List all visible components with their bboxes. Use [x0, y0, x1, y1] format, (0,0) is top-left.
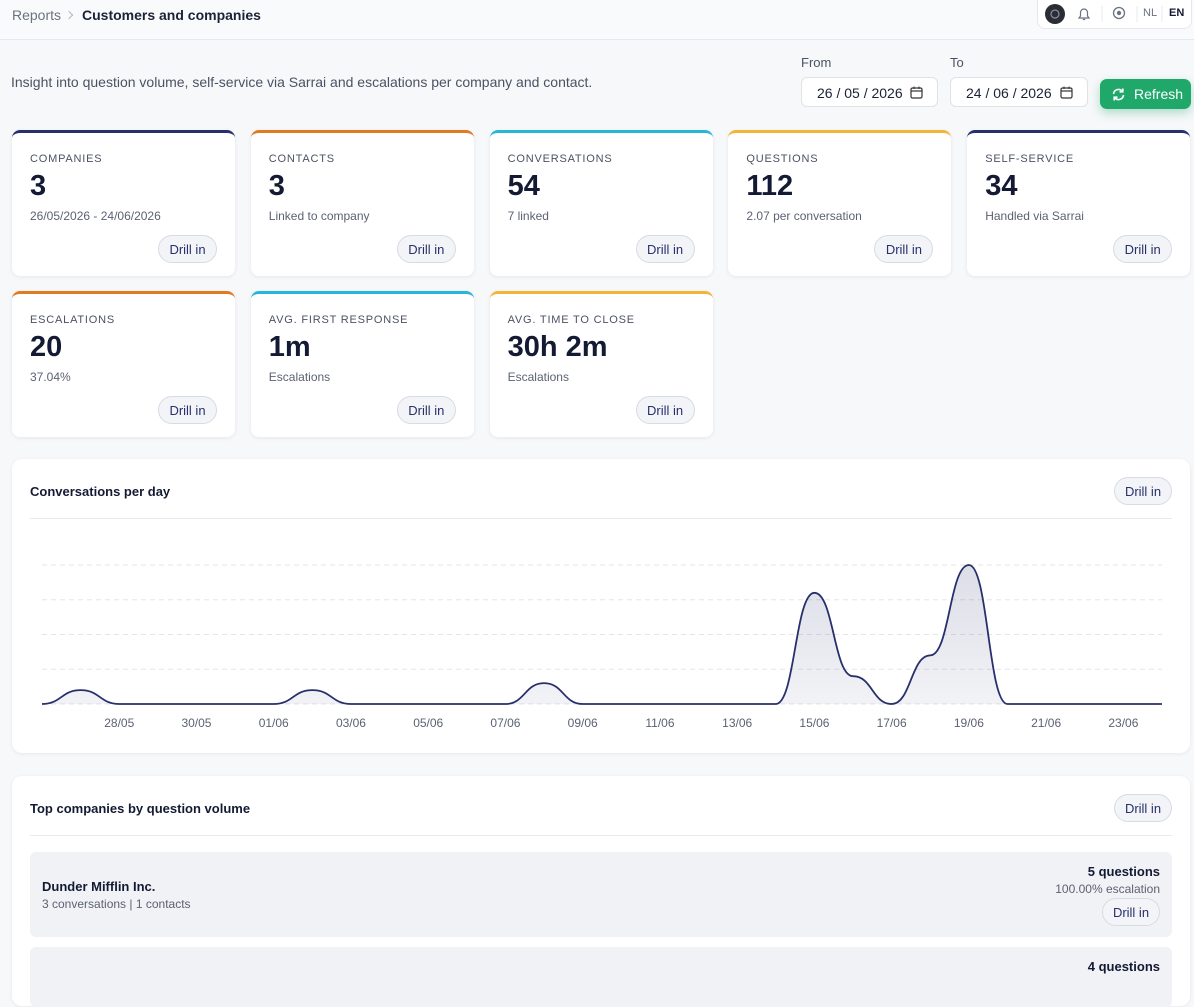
kpi-label: ESCALATIONS	[30, 314, 116, 326]
chart: 28/05 30/05 01/06 03/06 05/06 07/06 09/06 11/06…	[41, 564, 1162, 730]
bell-icon[interactable]	[1077, 8, 1091, 21]
x-tick-label: 30/05	[181, 716, 211, 730]
kpi-label: AVG. TIME TO CLOSE	[507, 314, 635, 326]
kpi-card: AVG. TIME TO CLOSE 30h 2m Escalations Drill…	[489, 291, 713, 437]
from-date-value: 26 / 05 / 2026	[817, 85, 903, 101]
toolbar-icons	[1045, 4, 1163, 24]
x-tick-label: 19/06	[954, 716, 984, 730]
x-tick-label: 09/06	[568, 716, 598, 730]
kpi-subtext: 26/05/2026 - 24/06/2026	[30, 209, 161, 223]
breadcrumb-link[interactable]: Reports	[12, 7, 62, 23]
x-tick-label: 21/06	[1031, 716, 1061, 730]
drill-in-button[interactable]: Drill in	[1114, 477, 1172, 505]
language-option[interactable]: NL	[1143, 7, 1158, 19]
kpi-card: COMPANIES 3 26/05/2026 - 24/06/2026 Drill i…	[12, 130, 235, 276]
x-tick-label: 17/06	[877, 716, 907, 730]
kpi-subtext: 7 linked	[507, 209, 549, 223]
kpi-value: 54	[507, 170, 540, 202]
calendar-icon	[910, 86, 923, 99]
divider	[30, 518, 1172, 519]
refresh-label: Refresh	[1134, 86, 1184, 102]
avatar-glyph	[1050, 9, 1060, 19]
x-tick-label: 15/06	[799, 716, 829, 730]
to-date-input[interactable]: 24 / 06 / 2026	[950, 77, 1088, 107]
line	[41, 564, 1162, 705]
help-icon-core	[1116, 10, 1122, 16]
company-questions: 4 questions	[1087, 959, 1160, 974]
kpi-card: QUESTIONS 112 2.07 per conversation Drill i…	[728, 130, 952, 276]
x-tick-label: 01/06	[259, 716, 289, 730]
kpi-value: 112	[746, 170, 794, 202]
kpi-subtext: 37.04%	[30, 370, 71, 384]
drill-in-button[interactable]: Drill in	[1102, 898, 1160, 926]
x-tick-label: 23/06	[1108, 716, 1138, 730]
to-date-value: 24 / 06 / 2026	[966, 85, 1052, 101]
kpi-card: ESCALATIONS 20 37.04% Drill in	[12, 291, 235, 437]
kpi-subtext: 2.07 per conversation	[746, 209, 862, 223]
drill-in-button[interactable]: Drill in	[396, 396, 456, 424]
x-tick-label: 07/06	[490, 716, 520, 730]
to-label: To	[950, 55, 964, 70]
help-icon[interactable]	[1112, 6, 1126, 20]
drill-in-button[interactable]: Drill in	[1113, 235, 1173, 263]
drill-in-button[interactable]: Drill in	[396, 235, 456, 263]
x-tick-label: 28/05	[104, 716, 134, 730]
kpi-value: 1m	[268, 331, 311, 363]
calendar-icon	[1060, 86, 1073, 99]
x-tick-label: 05/06	[413, 716, 443, 730]
avatar[interactable]	[1045, 4, 1065, 24]
drill-in-button[interactable]: Drill in	[635, 396, 695, 424]
from-label: From	[801, 55, 832, 70]
kpi-label: QUESTIONS	[746, 153, 819, 165]
drill-in-button[interactable]: Drill in	[158, 396, 217, 424]
kpi-label: COMPANIES	[30, 153, 103, 165]
company-escalation: 100.00% escalation	[1055, 882, 1160, 896]
top-bar	[0, 0, 1194, 40]
kpi-card: CONTACTS 3 Linked to company Drill in	[250, 130, 474, 276]
x-tick-label: 11/06	[645, 716, 674, 730]
drill-in-button[interactable]: Drill in	[1114, 794, 1172, 822]
kpi-label: CONVERSATIONS	[507, 153, 613, 165]
kpi-label: CONTACTS	[268, 153, 335, 165]
kpi-label: AVG. FIRST RESPONSE	[268, 314, 409, 326]
chart-title: Conversations per day	[30, 484, 171, 499]
refresh-icon	[1112, 88, 1125, 101]
kpi-subtext: Escalations	[268, 370, 331, 384]
kpi-value: 3	[268, 170, 285, 202]
toolbar: NL EN	[1037, 0, 1192, 29]
kpi-subtext: Escalations	[507, 370, 569, 384]
kpi-subtext: Linked to company	[268, 209, 370, 223]
drill-in-button[interactable]: Drill in	[635, 235, 695, 263]
company-row: 4 questions	[30, 947, 1172, 1007]
chart-panel: Conversations per day Drill in 28/05 30/0…	[12, 459, 1190, 753]
kpi-value: 20	[30, 331, 63, 363]
kpi-value: 34	[985, 170, 1018, 202]
refresh-button[interactable]: Refresh	[1100, 79, 1191, 109]
kpi-subtext: Handled via Sarrai	[985, 209, 1084, 223]
language-option-active[interactable]: EN	[1169, 7, 1185, 19]
kpi-value: 30h 2m	[507, 331, 608, 363]
drill-in-button[interactable]: Drill in	[158, 235, 217, 263]
kpi-value: 3	[30, 170, 47, 202]
kpi-card: CONVERSATIONS 54 7 linked Drill in	[489, 130, 713, 276]
kpi-card: SELF-SERVICE 34 Handled via Sarrai Drill in	[967, 130, 1191, 276]
companies-title: Top companies by question volume	[30, 801, 251, 816]
page-description: Insight into question volume, self-servi…	[11, 74, 593, 90]
x-tick-label: 03/06	[336, 716, 366, 730]
from-date-input[interactable]: 26 / 05 / 2026	[801, 77, 938, 107]
drill-in-button[interactable]: Drill in	[874, 235, 934, 263]
company-row: Dunder Mifflin Inc. 3 conversations | 1 …	[30, 852, 1172, 937]
company-meta: 3 conversations | 1 contacts	[42, 897, 191, 911]
divider	[30, 835, 1172, 836]
x-tick-label: 13/06	[722, 716, 752, 730]
company-questions: 5 questions	[1087, 864, 1160, 879]
kpi-card: AVG. FIRST RESPONSE 1m Escalations Drill in	[250, 291, 474, 437]
kpi-label: SELF-SERVICE	[985, 153, 1075, 165]
breadcrumb-current: Customers and companies	[82, 7, 261, 23]
page: {"header": {"breadcrumb": ["Reports", "C…	[0, 0, 1194, 974]
company-name: Dunder Mifflin Inc.	[42, 879, 156, 894]
